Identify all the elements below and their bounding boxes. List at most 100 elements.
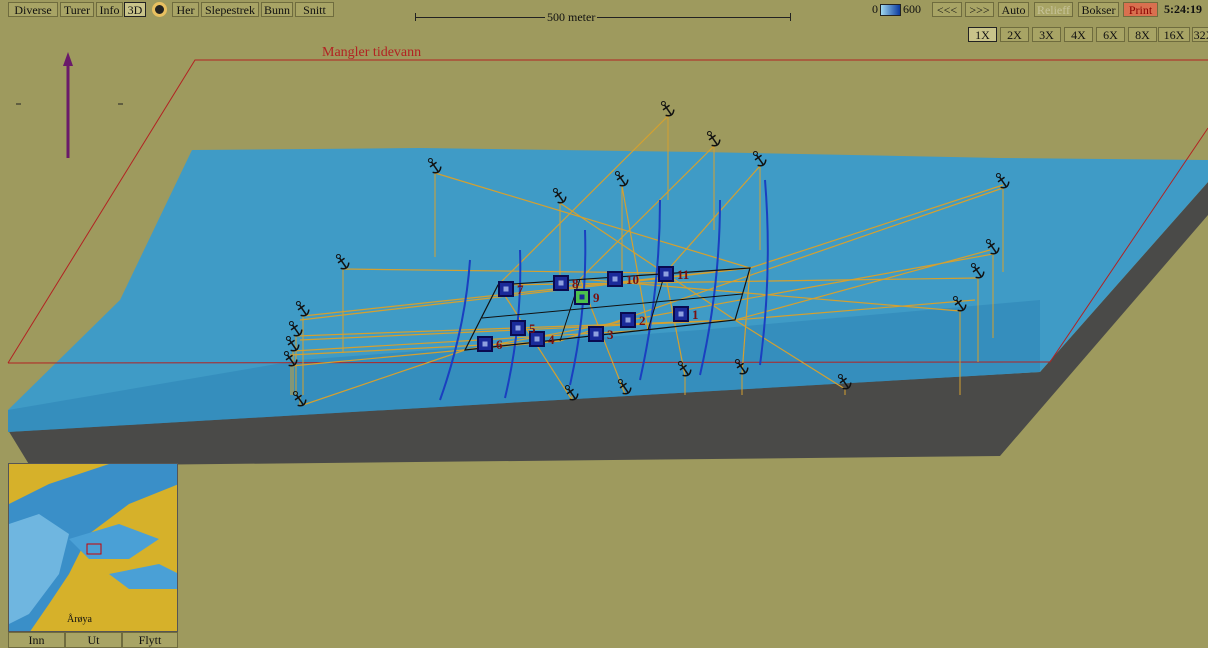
station-label: 9: [593, 290, 600, 305]
zoom-button[interactable]: 8X: [1128, 27, 1157, 42]
anchor-fluke: [300, 309, 310, 317]
survey-grid: [647, 272, 666, 331]
anchor-icon: [734, 358, 749, 375]
toolbar-button[interactable]: Snitt: [295, 2, 334, 17]
anchor-ring: [552, 187, 558, 193]
station-core: [515, 325, 521, 331]
seabed-shade: [8, 300, 1040, 432]
zoom-button[interactable]: 3X: [1032, 27, 1061, 42]
track-line: [299, 349, 466, 407]
anchor-icon: [706, 130, 721, 147]
station-label: 3: [607, 327, 614, 342]
anchor-bar: [839, 377, 847, 384]
scale-tick: [415, 13, 416, 21]
anchor-shank: [620, 382, 630, 394]
minimap-button[interactable]: Inn: [8, 632, 65, 648]
anchor-fluke: [1000, 181, 1010, 189]
toolbar-button[interactable]: Relieff: [1034, 2, 1073, 17]
anchor-icon: [292, 390, 307, 407]
minimap[interactable]: Årøya: [8, 463, 178, 632]
anchor-bar: [297, 304, 305, 311]
view-icon[interactable]: [152, 2, 167, 17]
anchor-fluke: [975, 271, 985, 279]
anchor-bar: [287, 339, 295, 346]
station-core: [579, 294, 585, 300]
track-line: [299, 267, 751, 321]
zoom-button[interactable]: 1X: [968, 27, 997, 42]
anchor-bar: [554, 191, 562, 198]
station-label: 8: [572, 276, 579, 291]
toolbar-button[interactable]: Auto: [998, 2, 1029, 17]
anchor-icon: [288, 320, 303, 337]
station-core: [663, 271, 669, 277]
anchor-ring: [617, 378, 623, 384]
zoom-button[interactable]: 32X: [1192, 27, 1208, 42]
minimap-place: Årøya: [67, 613, 93, 625]
toolbar-button[interactable]: 3D: [124, 2, 146, 17]
station-label: 10: [626, 272, 639, 287]
toolbar-button[interactable]: Turer: [60, 2, 94, 17]
anchor-ring: [706, 130, 712, 136]
track-trace: [569, 229, 587, 386]
scale-tick: [790, 13, 791, 21]
scale-label: 500 meter: [545, 10, 598, 25]
anchor-bar: [619, 382, 627, 389]
station-label: 7: [517, 282, 524, 297]
area-outline: [7, 127, 1208, 364]
toolbar-button[interactable]: <<<: [932, 2, 962, 17]
anchor-ring: [335, 253, 341, 259]
zoom-button[interactable]: 6X: [1096, 27, 1125, 42]
anchor-icon: [614, 170, 629, 187]
anchor-fluke: [682, 369, 692, 377]
anchor-fluke: [757, 159, 767, 167]
zoom-button[interactable]: 2X: [1000, 27, 1029, 42]
anchor-ring: [292, 390, 298, 396]
anchor-shank: [286, 354, 296, 366]
anchor-icon: [995, 172, 1010, 189]
toolbar-button[interactable]: Diverse: [8, 2, 58, 17]
warning: Mangler tidevann: [322, 45, 421, 60]
toolbar-button[interactable]: Print: [1123, 2, 1158, 17]
anchor-shank: [567, 388, 577, 400]
track-trace: [639, 199, 661, 381]
station-label: 6: [496, 337, 503, 352]
anchor-bar: [997, 176, 1005, 183]
anchor-fluke: [557, 196, 567, 204]
toolbar-button[interactable]: Info: [96, 2, 123, 17]
toolbar-button[interactable]: Her: [172, 2, 199, 17]
anchor-fluke: [290, 344, 300, 352]
anchor-shank: [338, 257, 348, 269]
anchor-shank: [298, 304, 308, 316]
anchor-fluke: [711, 139, 721, 147]
station-core: [625, 317, 631, 323]
anchor-ring: [660, 100, 666, 106]
scale-bar: [415, 17, 790, 18]
track-line: [621, 185, 649, 331]
toolbar-button[interactable]: Bunn: [261, 2, 293, 17]
toolbar-button[interactable]: Slepestrek: [201, 2, 259, 17]
anchor-shank: [555, 191, 565, 203]
anchor-ring: [285, 335, 291, 341]
minimap-button[interactable]: Flytt: [122, 632, 178, 648]
track-line: [734, 249, 991, 321]
clock: 5:24:19: [1164, 2, 1202, 16]
anchor-ring: [677, 360, 683, 366]
anchor-fluke: [619, 179, 629, 187]
anchor-shank: [680, 364, 690, 376]
toolbar-button[interactable]: >>>: [965, 2, 994, 17]
anchor-bar: [616, 174, 624, 181]
zoom-button[interactable]: 4X: [1064, 27, 1093, 42]
track-line: [464, 253, 994, 351]
station-core: [678, 311, 684, 317]
area-outline: [7, 59, 1208, 364]
zoom-button[interactable]: 16X: [1158, 27, 1190, 42]
track-trace: [439, 259, 471, 401]
station-label: 2: [639, 313, 646, 328]
north-arrow-head: [63, 52, 73, 66]
minimap-button[interactable]: Ut: [65, 632, 122, 648]
anchor-fluke: [622, 387, 632, 395]
track-line: [664, 272, 686, 377]
toolbar-button[interactable]: Bokser: [1078, 2, 1119, 17]
anchor-shank: [617, 174, 627, 186]
